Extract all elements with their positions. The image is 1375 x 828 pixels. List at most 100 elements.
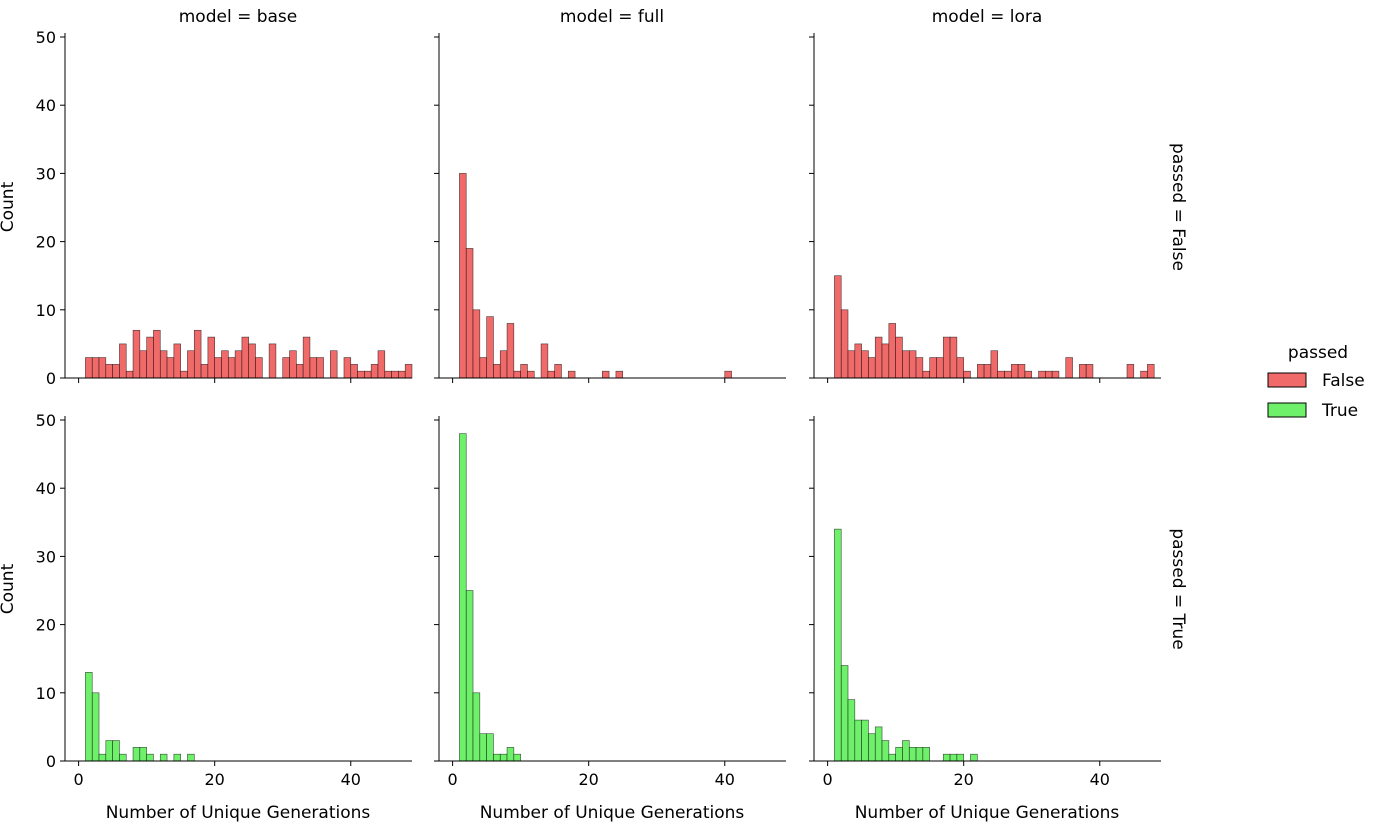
- x-axis-label-base: Number of Unique Generations: [106, 803, 371, 823]
- histogram-bar: [922, 370, 930, 379]
- x-tick-label: 20: [205, 770, 225, 789]
- x-tick-label: 20: [954, 770, 974, 789]
- histogram-bar: [902, 350, 910, 379]
- histogram-bar: [861, 350, 869, 379]
- histogram-bar: [1140, 370, 1148, 379]
- histogram-bar: [874, 336, 883, 379]
- histogram-bar: [834, 275, 842, 379]
- histogram-bar: [949, 336, 958, 379]
- row-title-passed-true: passed = True: [1168, 528, 1188, 649]
- histogram-bar: [1085, 364, 1094, 379]
- y-tick-label: 0: [46, 752, 56, 771]
- histogram-bar: [908, 350, 917, 379]
- y-axis-label-top: Count: [0, 181, 18, 232]
- histogram-bar: [990, 350, 999, 379]
- histogram-bar: [854, 719, 862, 762]
- histogram-bar: [465, 590, 474, 762]
- y-axis-labels: Count Count: [0, 181, 18, 614]
- row-titles: passed = False passed = True: [1168, 143, 1188, 650]
- x-tick-label: 40: [1090, 770, 1110, 789]
- x-tick-label: 40: [715, 770, 735, 789]
- legend-swatch-false: [1267, 372, 1307, 388]
- histogram-bar: [227, 357, 236, 379]
- histogram-bar: [970, 753, 978, 762]
- histogram-bar: [357, 370, 365, 379]
- histogram-bar: [180, 370, 188, 379]
- histogram-bar: [902, 740, 910, 762]
- histogram-bar: [506, 323, 515, 379]
- y-tick-label: 20: [36, 616, 56, 635]
- histogram-bar: [615, 370, 624, 379]
- y-tick-label: 30: [36, 547, 56, 566]
- histogram-bar: [895, 336, 903, 379]
- y-tick-label: 50: [36, 411, 56, 430]
- histogram-bar: [125, 370, 134, 379]
- histogram-bar: [834, 528, 842, 762]
- histogram-bar: [956, 357, 964, 379]
- histogram-bar: [309, 357, 318, 379]
- histogram-bar: [302, 336, 311, 379]
- histogram-bar: [847, 699, 856, 762]
- histogram-bar: [1126, 364, 1135, 379]
- histogram-bar: [316, 357, 324, 379]
- histogram-bar: [1045, 370, 1053, 379]
- histogram-bar: [874, 726, 883, 762]
- histogram-bar: [166, 357, 175, 379]
- x-axis-label-full: Number of Unique Generations: [480, 803, 745, 823]
- histogram-bar: [486, 733, 494, 762]
- histogram-bar: [472, 692, 481, 762]
- panel-lora-passed-true: 0 20 40: [809, 416, 1161, 789]
- legend-title: passed: [1288, 343, 1348, 363]
- histogram-bar: [370, 364, 379, 379]
- column-titles: model = base model = full model = lora: [179, 7, 1043, 27]
- histogram-bar: [214, 357, 222, 379]
- histogram-bar: [404, 364, 413, 379]
- histogram-bar: [234, 350, 243, 379]
- histogram-bar: [350, 364, 358, 379]
- histogram-bar: [942, 753, 951, 762]
- y-tick-label: 40: [36, 96, 56, 115]
- histogram-bar: [963, 370, 971, 379]
- histogram-bar: [1011, 364, 1019, 379]
- histogram-bar: [881, 343, 890, 379]
- histogram-bar: [854, 343, 862, 379]
- histogram-bar: [173, 343, 181, 379]
- y-tick-label: 50: [36, 28, 56, 47]
- histogram-bar: [248, 343, 256, 379]
- panel-base-passed-true: 0 10 20 30 40 50 0 20 40: [36, 411, 412, 789]
- y-tick-label: 0: [46, 369, 56, 388]
- legend-label-true: True: [1321, 401, 1358, 421]
- histogram-bar: [493, 364, 501, 379]
- histogram-bar: [567, 370, 576, 379]
- x-tick-label: 0: [74, 770, 84, 789]
- panel-full-passed-false: [434, 33, 786, 383]
- histogram-bar: [296, 364, 304, 379]
- histogram-bar: [506, 747, 515, 762]
- histogram-bar: [91, 692, 100, 762]
- histogram-bar: [85, 672, 93, 762]
- histogram-bar: [146, 753, 154, 762]
- histogram-bar: [908, 747, 917, 762]
- histogram-bar: [915, 357, 924, 379]
- histogram-bar: [997, 370, 1005, 379]
- col-title-full: model = full: [560, 7, 664, 27]
- histogram-bar: [377, 350, 386, 379]
- histogram-bar: [942, 336, 951, 379]
- histogram-bar: [282, 357, 290, 379]
- histogram-bar: [840, 665, 849, 762]
- histogram-bar: [459, 433, 467, 762]
- legend-swatch-true: [1267, 402, 1307, 418]
- histogram-bar: [391, 370, 399, 379]
- histogram-bar: [922, 747, 930, 762]
- histogram-bar: [119, 753, 127, 762]
- histogram-bar: [983, 364, 992, 379]
- histogram-bar: [159, 753, 168, 762]
- histogram-bar: [486, 316, 494, 379]
- histogram-bar: [840, 309, 849, 379]
- histogram-bar: [187, 753, 195, 762]
- histogram-bar: [895, 747, 903, 762]
- histogram-bar: [479, 733, 487, 762]
- histogram-bar: [1079, 364, 1087, 379]
- histogram-bar: [112, 364, 120, 379]
- x-axis-labels: Number of Unique Generations Number of U…: [106, 803, 1120, 823]
